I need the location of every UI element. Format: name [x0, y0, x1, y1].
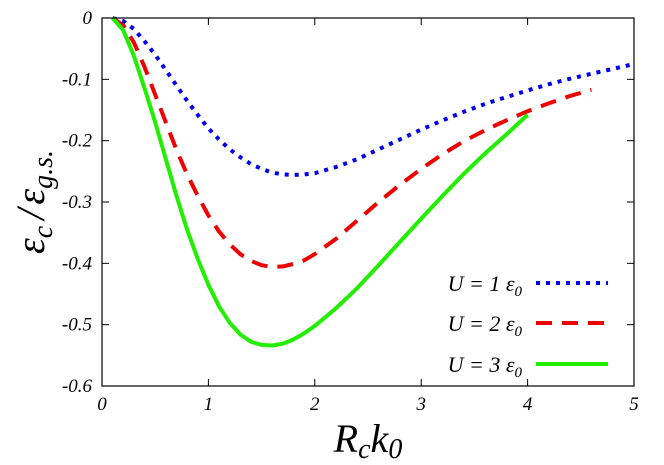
- x-axis-label-sub2: 0: [388, 434, 402, 465]
- y-tick-label-1: -0.1: [62, 69, 92, 90]
- x-tick-label-1: 1: [204, 394, 214, 415]
- x-axis-label-sub: c: [358, 434, 371, 465]
- series-line-3: [111, 16, 529, 348]
- y-axis-label-num: ε: [8, 238, 53, 254]
- x-tick-label-0: 0: [97, 394, 107, 415]
- y-axis-label-slash: /: [8, 205, 53, 222]
- x-tick-label-3: 3: [415, 394, 426, 415]
- y-tick-label-0: 0: [83, 8, 93, 29]
- x-axis-label: Rck0: [333, 416, 403, 465]
- series-layer: [111, 16, 635, 348]
- series-line-1: [112, 16, 635, 178]
- y-tick-label-6: -0.6: [62, 376, 93, 397]
- legend-label-3: U = 3 ε0: [448, 352, 523, 381]
- x-tick-label-4: 4: [523, 394, 533, 415]
- y-axis-label: εc/εg.s.: [8, 150, 59, 254]
- y-tick-label-3: -0.3: [62, 192, 92, 213]
- y-tick-label-5: -0.5: [62, 315, 92, 336]
- legend-label-2: U = 2 ε0: [448, 311, 523, 340]
- y-axis-label-den-sub: g.s.: [28, 150, 59, 189]
- y-tick-label-2: -0.2: [62, 131, 93, 152]
- y-axis-label-den: ε: [8, 189, 53, 205]
- y-tick-label-4: -0.4: [62, 253, 93, 274]
- ticks-layer: 0 1 2 3 4 5 0 -0.1 -0.2 -0.3 -0.4 -0.5 -0.6: [62, 8, 639, 415]
- x-tick-label-2: 2: [310, 394, 320, 415]
- y-axis-label-num-sub: c: [28, 225, 59, 238]
- x-tick-label-5: 5: [629, 394, 639, 415]
- x-axis-label-k: k: [371, 416, 390, 461]
- legend-label-1: U = 1 ε0: [448, 271, 523, 300]
- legend: U = 1 ε0 U = 2 ε0 U = 3 ε0: [448, 271, 608, 381]
- series-line-2: [111, 16, 592, 270]
- x-axis-label-main: R: [333, 416, 358, 461]
